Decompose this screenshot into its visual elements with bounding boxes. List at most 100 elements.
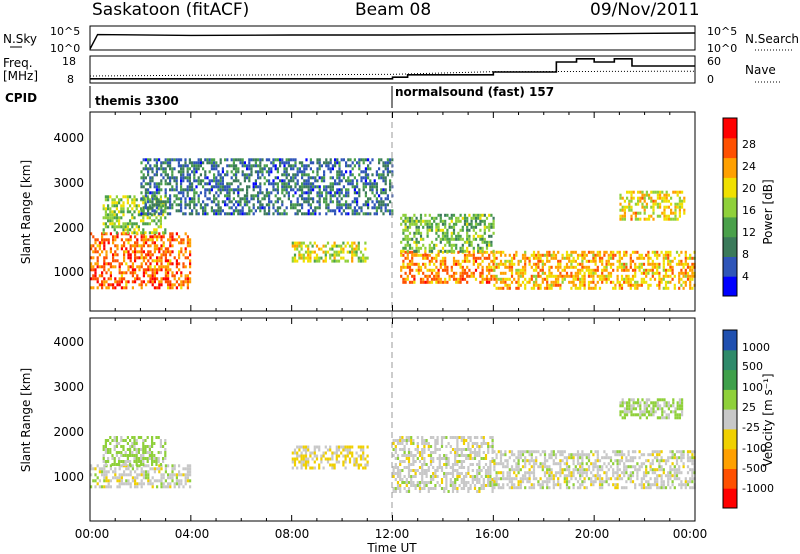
heatmap-cell (396, 481, 400, 484)
heatmap-cell (419, 216, 423, 220)
heatmap-cell (641, 190, 644, 194)
heatmap-cell (148, 451, 151, 454)
heatmap-cell (504, 277, 507, 281)
heatmap-cell (325, 185, 328, 189)
heatmap-cell (127, 464, 130, 468)
heatmap-cell (186, 473, 189, 477)
heatmap-cell (592, 465, 595, 469)
heatmap-cell (160, 256, 163, 260)
heatmap-cell (149, 256, 152, 260)
heatmap-cell (178, 464, 181, 468)
heatmap-cell (112, 470, 115, 474)
heatmap-cell (298, 203, 301, 207)
heatmap-cell (491, 448, 494, 451)
heatmap-cell (489, 475, 492, 478)
heatmap-cell (312, 188, 315, 192)
heatmap-cell (434, 469, 437, 472)
heatmap-cell (151, 231, 154, 235)
heatmap-cell (424, 262, 427, 266)
heatmap-cell (140, 485, 143, 489)
heatmap-cell (340, 179, 343, 183)
heatmap-cell (609, 459, 613, 463)
heatmap-cell (109, 274, 112, 278)
heatmap-cell (142, 228, 145, 232)
heatmap-cell (94, 250, 97, 254)
heatmap-cell (524, 283, 527, 287)
heatmap-cell (445, 487, 448, 490)
heatmap-cell (640, 453, 643, 457)
heatmap-cell (364, 212, 367, 216)
heatmap-cell (419, 253, 423, 257)
heatmap-cell (327, 203, 330, 207)
heatmap-cell (147, 200, 150, 204)
heatmap-cell (457, 219, 460, 223)
heatmap-cell (620, 283, 624, 287)
heatmap-cell (411, 250, 414, 254)
heatmap-cell (616, 486, 619, 490)
heatmap-cell (394, 463, 397, 466)
heatmap-cell (180, 203, 183, 207)
heatmap-cell (458, 436, 461, 439)
heatmap-cell (114, 280, 117, 284)
heatmap-cell (292, 176, 295, 180)
heatmap-cell (596, 268, 599, 272)
heatmap-cell (539, 259, 542, 263)
heatmap-cell (378, 161, 381, 165)
heatmap-cell (175, 176, 178, 180)
heatmap-cell (497, 462, 500, 466)
heatmap-cell (274, 164, 277, 168)
heatmap-cell (140, 436, 143, 439)
heatmap-cell (149, 176, 152, 180)
heatmap-cell (678, 208, 681, 212)
heatmap-cell (535, 477, 538, 481)
heatmap-cell (563, 456, 566, 460)
heatmap-cell (561, 280, 564, 284)
heatmap-cell (292, 179, 295, 183)
heatmap-cell (435, 256, 438, 260)
heatmap-cell (603, 450, 606, 454)
heatmap-cell (160, 206, 163, 210)
heatmap-cell (340, 173, 343, 177)
heatmap-cell (404, 237, 407, 241)
heatmap-cell (169, 241, 172, 245)
heatmap-cell (302, 241, 305, 245)
heatmap-cell (642, 277, 646, 281)
heatmap-cell (648, 193, 651, 197)
heatmap-cell (111, 439, 114, 442)
heatmap-cell (195, 212, 198, 216)
heatmap-cell (434, 442, 437, 445)
heatmap-cell (513, 477, 516, 481)
heatmap-cell (574, 274, 577, 278)
heatmap-cell (131, 445, 134, 448)
heatmap-cell (202, 206, 205, 210)
heatmap-cell (618, 474, 621, 478)
heatmap-cell (213, 194, 216, 198)
heatmap-cell (281, 173, 284, 177)
heatmap-cell (491, 439, 494, 442)
heatmap-cell (142, 201, 145, 205)
heatmap-cell (609, 456, 613, 460)
heatmap-cell (248, 206, 251, 210)
heatmap-cell (171, 470, 174, 474)
heatmap-cell (329, 176, 332, 180)
heatmap-cell (410, 439, 413, 442)
heatmap-cell (293, 448, 297, 452)
heatmap-cell (105, 479, 108, 483)
heatmap-cell (349, 203, 352, 207)
heatmap-cell (576, 262, 580, 266)
heatmap-cell (115, 201, 118, 205)
heatmap-cell (689, 277, 692, 281)
heatmap-cell (636, 265, 639, 269)
heatmap-cell (627, 277, 630, 281)
heatmap-cell (543, 474, 547, 478)
heatmap-cell (504, 265, 507, 269)
heatmap-cell (384, 188, 387, 192)
heatmap-cell (184, 476, 187, 480)
heatmap-cell (285, 170, 288, 174)
heatmap-cell (658, 271, 661, 275)
nsearch-tick-top: 10^5 (707, 25, 737, 38)
heatmap-cell (268, 209, 271, 213)
heatmap-cell (653, 456, 657, 460)
heatmap-cell (309, 185, 312, 189)
heatmap-cell (362, 466, 365, 470)
